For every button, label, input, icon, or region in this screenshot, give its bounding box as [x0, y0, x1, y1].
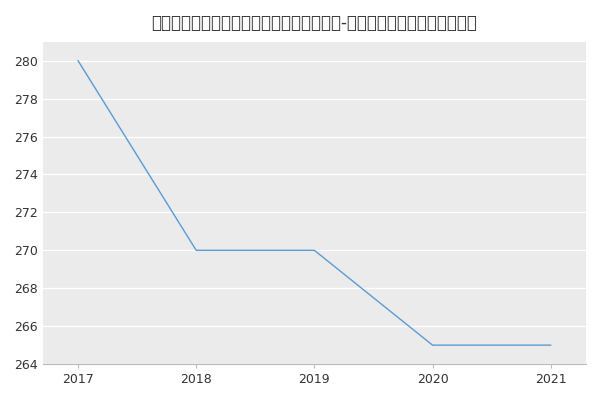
Title: 空军工程大学信息与导航学院军事装备学（-历年复试）研究生录取分数线: 空军工程大学信息与导航学院军事装备学（-历年复试）研究生录取分数线: [151, 14, 478, 32]
